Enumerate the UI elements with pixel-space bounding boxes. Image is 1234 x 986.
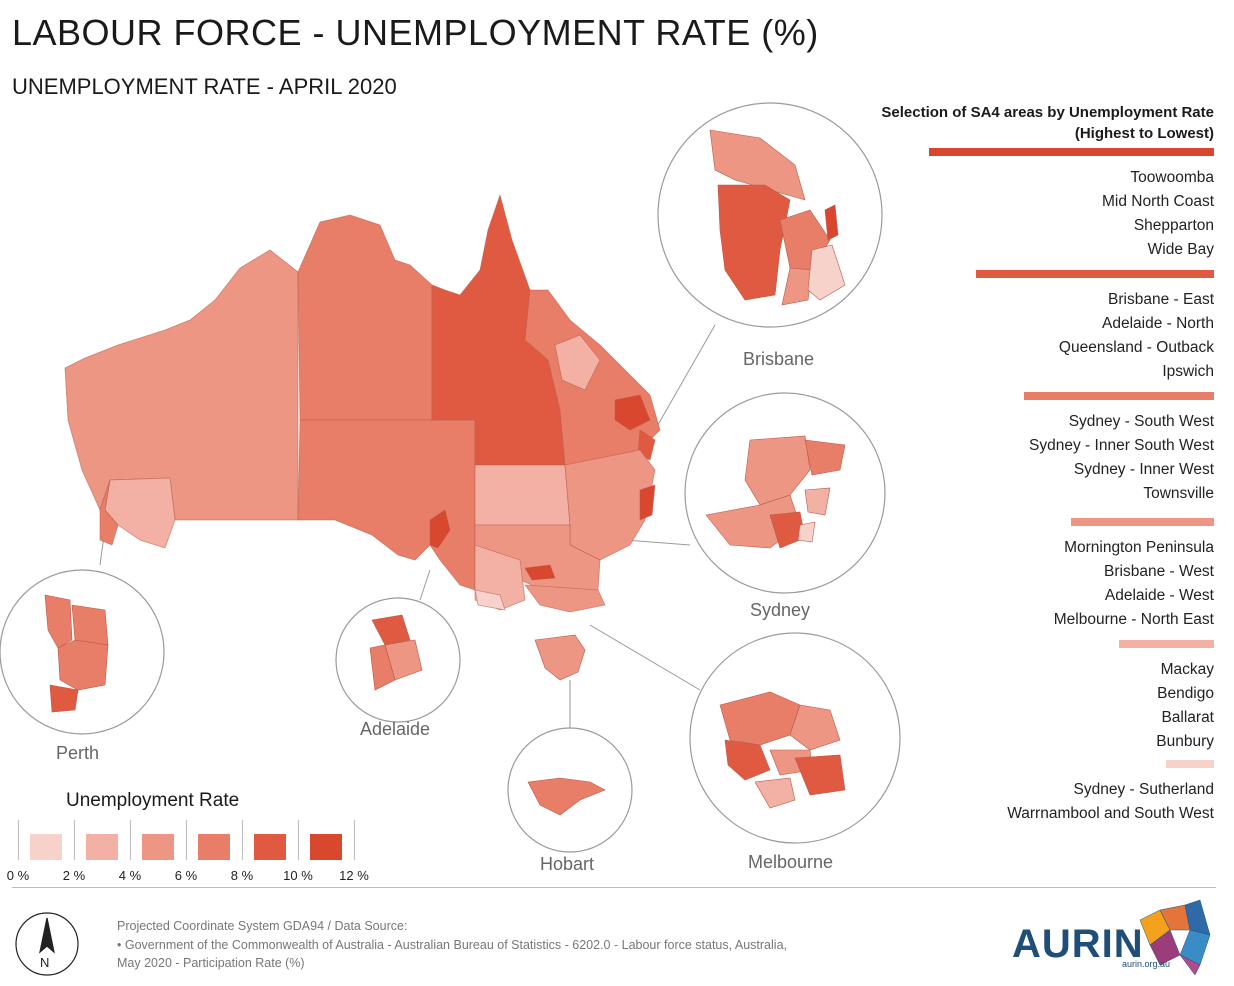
selection-area-item: Mid North Coast: [1102, 193, 1214, 210]
legend-label: 12 %: [339, 868, 369, 883]
region-toowoomba: [614, 394, 651, 431]
selection-group-bar: [1119, 640, 1214, 648]
selection-group-bar: [1024, 392, 1214, 400]
legend-swatch: [254, 834, 286, 860]
selection-title-line1: Selection of SA4 areas by Unemployment R…: [881, 104, 1214, 121]
legend-label: 4 %: [118, 868, 142, 883]
legend-tick: [18, 820, 19, 860]
region-wa-outback: [64, 249, 299, 521]
region-nt: [297, 214, 433, 421]
legend-swatch: [198, 834, 230, 860]
selection-area-item: Townsville: [1143, 485, 1214, 502]
footer-line3: May 2020 - Participation Rate (%): [117, 956, 305, 970]
footer-line2: • Government of the Commonwealth of Aust…: [117, 937, 787, 952]
selection-area-item: Sydney - South West: [1068, 413, 1214, 430]
map-title: LABOUR FORCE - UNEMPLOYMENT RATE (%): [12, 12, 819, 53]
selection-group-bar: [1071, 518, 1214, 526]
logo-url: aurin.org.au: [1122, 959, 1171, 969]
selection-group-5: Mackay Bendigo Ballarat Bunbury: [1119, 640, 1214, 754]
legend-title: Unemployment Rate: [66, 790, 240, 811]
selection-group-4: Mornington Peninsula Brisbane - West Adela…: [1054, 518, 1214, 632]
legend-swatch: [30, 834, 62, 860]
legend-tick: [74, 820, 75, 860]
footer-divider: [12, 887, 1216, 888]
legend-swatch: [310, 834, 342, 860]
north-arrow-icon: [15, 912, 79, 976]
selection-area-item: Melbourne - North East: [1053, 611, 1214, 628]
selection-area-item: Toowoomba: [1130, 169, 1214, 186]
mainland-regions: [64, 193, 661, 613]
inset-melbourne-regions: [719, 691, 846, 809]
legend-label: 2 %: [62, 868, 86, 883]
legend-tick: [242, 820, 243, 860]
region-warrnambool: [474, 589, 506, 611]
selection-area-item: Brisbane - East: [1108, 291, 1214, 308]
inset-brisbane-regions: [709, 129, 846, 306]
selection-area-item: Warrnambool and South West: [1007, 805, 1214, 822]
aurin-logo-icon: [1139, 899, 1211, 976]
legend-tick: [186, 820, 187, 860]
selection-area-item: Sydney - Sutherland: [1073, 781, 1214, 798]
selection-panel-title: Selection of SA4 areas by Unemployment R…: [881, 102, 1214, 144]
selection-area-item: Queensland - Outback: [1058, 339, 1214, 356]
selection-group-3: Sydney - South West Sydney - Inner South …: [1024, 392, 1214, 506]
logo-name: AURIN: [1012, 922, 1144, 966]
region-shepparton: [524, 564, 556, 581]
legend-label: 6 %: [174, 868, 198, 883]
selection-area-item: Bunbury: [1156, 733, 1214, 750]
selection-area-item: Mornington Peninsula: [1064, 539, 1214, 556]
inset-sydney-regions: [705, 435, 846, 549]
inset-hobart-regions: [527, 777, 606, 816]
selection-area-item: Sydney - Inner South West: [1029, 437, 1214, 454]
inset-label-sydney: Sydney: [750, 600, 811, 620]
selection-group-bar: [929, 148, 1214, 156]
legend-tick: [354, 820, 355, 860]
selection-title-line2: (Highest to Lowest): [1074, 125, 1214, 142]
inset-label-melbourne: Melbourne: [748, 852, 834, 872]
legend-label: 8 %: [230, 868, 254, 883]
legend-label: 10 %: [283, 868, 313, 883]
north-arrow-label: N: [40, 955, 50, 970]
selection-area-item: Shepparton: [1133, 217, 1214, 234]
footer-source: Projected Coordinate System GDA94 / Data…: [117, 917, 787, 973]
selection-group-1: Toowoomba Mid North Coast Shepparton Wide B…: [929, 148, 1214, 262]
region-mackay: [554, 334, 601, 391]
selection-area-item: Brisbane - West: [1104, 563, 1214, 580]
region-adelaide: [429, 509, 451, 549]
selection-area-item: Adelaide - North: [1101, 315, 1214, 332]
selection-area-item: Adelaide - West: [1104, 587, 1214, 604]
region-tasmania: [534, 634, 586, 681]
selection-group-bar: [976, 270, 1214, 278]
region-sa-outback: [297, 419, 476, 591]
selection-area-item: Ipswich: [1162, 363, 1214, 380]
selection-area-item: Mackay: [1160, 661, 1214, 678]
inset-label-hobart: Hobart: [540, 854, 595, 874]
legend-tick: [130, 820, 131, 860]
inset-label-adelaide: Adelaide: [360, 719, 431, 739]
selection-area-item: Sydney - Inner West: [1073, 461, 1214, 478]
selection-area-item: Bendigo: [1157, 685, 1214, 702]
region-wa-wheatbelt: [104, 477, 176, 549]
region-wa-sw: [99, 479, 119, 546]
region-mid-north-coast: [639, 484, 656, 521]
region-nsw-far-west: [474, 464, 571, 526]
legend-tick: [298, 820, 299, 860]
selection-area-item: Wide Bay: [1147, 241, 1214, 258]
inset-perth-regions: [44, 594, 109, 713]
selection-area-item: Ballarat: [1161, 709, 1214, 726]
selection-group-6: Sydney - Sutherland Warrnambool and South…: [1007, 760, 1214, 826]
inset-label-brisbane: Brisbane: [743, 349, 815, 369]
legend-swatch: [142, 834, 174, 860]
selection-group-2: Brisbane - East Adelaide - North Queenslan…: [976, 270, 1214, 384]
selection-group-bar: [1166, 760, 1214, 768]
inset-adelaide-regions: [369, 614, 423, 691]
legend-label: 0 %: [6, 868, 30, 883]
footer-line1: Projected Coordinate System GDA94 / Data…: [117, 919, 408, 933]
region-vic-east: [524, 584, 606, 613]
map-subtitle: UNEMPLOYMENT RATE - APRIL 2020: [12, 74, 397, 99]
inset-label-perth: Perth: [56, 743, 100, 763]
legend-swatch: [86, 834, 118, 860]
